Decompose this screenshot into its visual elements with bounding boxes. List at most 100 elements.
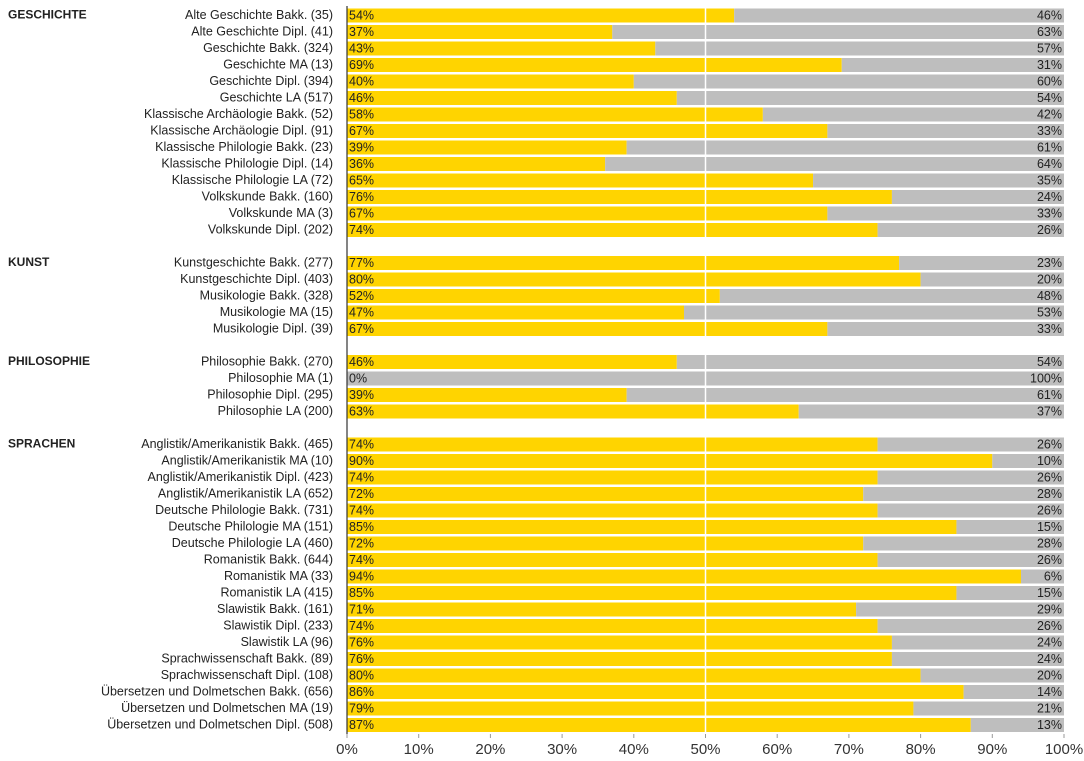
value-label: 85% — [349, 586, 374, 600]
bar-segment — [347, 404, 799, 419]
bar-segment — [347, 74, 634, 89]
value-label: 80% — [349, 272, 374, 286]
value-label: 15% — [1037, 520, 1062, 534]
value-label: 74% — [349, 437, 374, 451]
bar-segment — [347, 701, 914, 716]
category-label: Romanistik LA (415) — [220, 585, 333, 599]
x-tick-label: 20% — [475, 741, 505, 758]
value-label: 47% — [349, 305, 374, 319]
bar-segment — [347, 602, 857, 617]
bar-segment — [347, 520, 957, 534]
bar-segment — [347, 25, 613, 39]
bar-segment — [813, 173, 1064, 188]
value-label: 74% — [349, 619, 374, 633]
bar-segment — [827, 124, 1064, 138]
bar-segment — [877, 223, 1064, 237]
category-label: Philosophie LA (200) — [218, 404, 333, 418]
bar-segment — [347, 8, 735, 23]
value-label: 37% — [1037, 404, 1062, 418]
value-label: 65% — [349, 173, 374, 187]
x-tick-label: 40% — [619, 741, 649, 758]
group-label: GESCHICHTE — [8, 8, 87, 22]
bar-segment — [347, 586, 957, 600]
bar-segment — [347, 652, 892, 666]
bar-segment — [633, 74, 1064, 89]
value-label: 23% — [1037, 256, 1062, 270]
bar-segment — [891, 190, 1064, 204]
category-label: Geschichte Dipl. (394) — [209, 74, 333, 88]
bar-segment — [347, 470, 878, 485]
value-label: 69% — [349, 58, 374, 72]
bar-segment — [347, 635, 892, 650]
x-tick-label: 0% — [336, 741, 358, 758]
x-tick-label: 10% — [404, 741, 434, 758]
category-label: Anglistik/Amerikanistik Dipl. (423) — [148, 470, 333, 484]
category-label: Deutsche Philologie MA (151) — [168, 519, 333, 533]
bar-segment — [347, 289, 720, 303]
bar-segment — [347, 41, 656, 56]
category-label: Anglistik/Amerikanistik LA (652) — [158, 486, 333, 500]
value-label: 77% — [349, 256, 374, 270]
value-label: 63% — [349, 404, 374, 418]
value-label: 54% — [1037, 91, 1062, 105]
value-label: 26% — [1037, 553, 1062, 567]
value-label: 100% — [1030, 371, 1062, 385]
value-label: 48% — [1037, 289, 1062, 303]
bar-segment — [963, 685, 1064, 699]
bar-segment — [863, 487, 1064, 501]
bar-segment — [856, 602, 1064, 617]
x-tick-label: 60% — [762, 741, 792, 758]
bar-segment — [913, 701, 1064, 716]
value-label: 90% — [349, 454, 374, 468]
value-label: 63% — [1037, 25, 1062, 39]
bar-segment — [347, 454, 993, 468]
value-label: 33% — [1037, 124, 1062, 138]
bar-segment — [347, 685, 964, 699]
category-label: Geschichte LA (517) — [220, 90, 333, 104]
bar-segment — [347, 355, 677, 369]
bar-segment — [827, 206, 1064, 221]
category-label: Alte Geschichte Dipl. (41) — [191, 24, 333, 38]
value-label: 61% — [1037, 140, 1062, 154]
bar-segment — [347, 668, 921, 683]
bar-segment — [347, 388, 627, 402]
category-label: Übersetzen und Dolmetschen Dipl. (508) — [107, 717, 333, 731]
value-label: 26% — [1037, 470, 1062, 484]
bar-segment — [347, 536, 864, 551]
value-label: 0% — [349, 371, 367, 385]
category-label: Romanistik MA (33) — [224, 569, 333, 583]
bar-segment — [347, 272, 921, 287]
value-label: 24% — [1037, 190, 1062, 204]
value-label: 72% — [349, 487, 374, 501]
bar-segment — [347, 487, 864, 501]
value-label: 54% — [349, 8, 374, 22]
bar-segment — [347, 619, 878, 633]
value-label: 24% — [1037, 635, 1062, 649]
bar-segment — [841, 58, 1064, 72]
value-label: 86% — [349, 685, 374, 699]
bar-segment — [655, 41, 1064, 56]
bar-segment — [347, 107, 763, 122]
category-label: Musikologie MA (15) — [220, 305, 333, 319]
value-label: 57% — [1037, 41, 1062, 55]
x-tick-label: 50% — [690, 741, 720, 758]
bar-segment — [347, 173, 814, 188]
value-label: 28% — [1037, 487, 1062, 501]
value-label: 74% — [349, 503, 374, 517]
bar-segment — [347, 437, 878, 452]
value-label: 13% — [1037, 718, 1062, 732]
bar-segment — [827, 322, 1064, 336]
value-label: 71% — [349, 602, 374, 616]
category-label: Deutsche Philologie LA (460) — [172, 536, 333, 550]
value-label: 35% — [1037, 173, 1062, 187]
value-label: 64% — [1037, 157, 1062, 171]
category-label: Philosophie Bakk. (270) — [201, 354, 333, 368]
value-label: 87% — [349, 718, 374, 732]
value-label: 61% — [1037, 388, 1062, 402]
value-label: 26% — [1037, 503, 1062, 517]
category-label: Volkskunde Bakk. (160) — [202, 189, 333, 203]
category-label: Sprachwissenschaft Dipl. (108) — [161, 668, 333, 682]
bar-segment — [347, 503, 878, 518]
value-label: 15% — [1037, 586, 1062, 600]
bar-segment — [626, 140, 1064, 155]
